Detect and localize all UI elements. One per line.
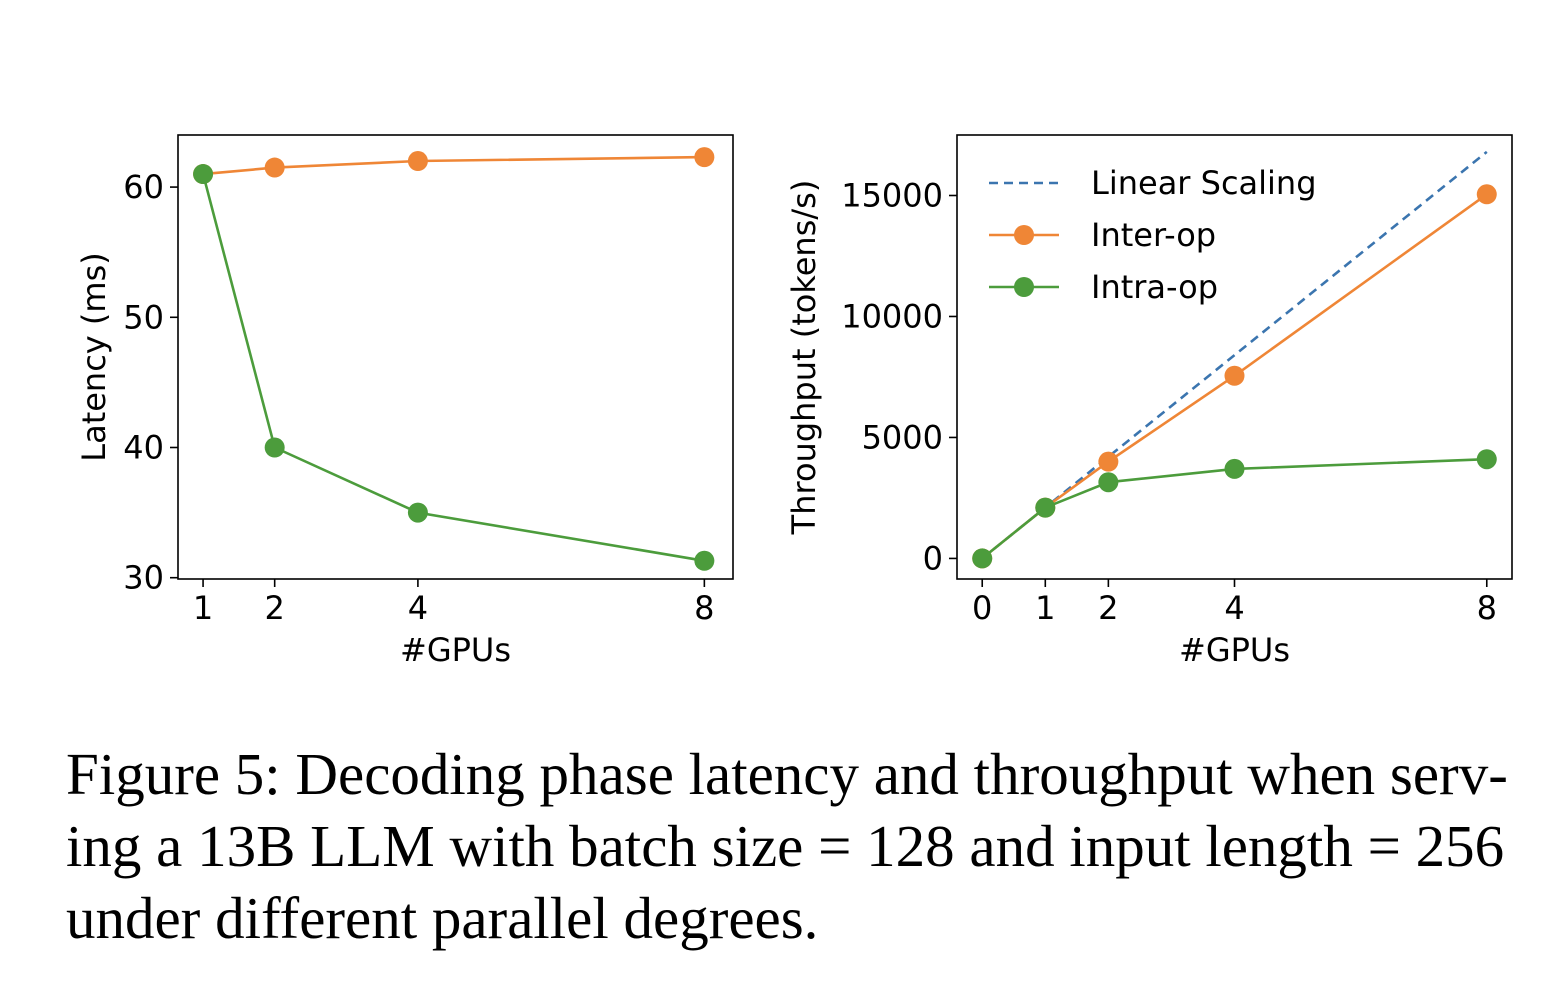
throughput-legend-intra-op-label: Intra-op [1091,268,1218,306]
throughput-x-tick-label: 1 [1035,589,1055,627]
latency-x-tick-label: 8 [694,589,714,627]
latency-x-tick-label: 2 [264,589,284,627]
latency-series-inter-op-line [202,155,705,176]
throughput-y-tick-label: 0 [923,539,943,577]
throughput-chart: 0 1 2 4 8 0 5000 10000 15000 #GPUs Throughput (tok… [785,134,1513,669]
latency-y-tick-label: 50 [123,298,164,336]
throughput-series-inter-op-point [1224,365,1245,386]
latency-y-tick-label: 60 [123,168,164,206]
throughput-x-tick-label: 2 [1098,589,1118,627]
throughput-series-inter-op-point [1476,184,1497,205]
latency-x-axis-label: #GPUs [400,631,511,669]
latency-series-inter-op-point [264,157,285,178]
throughput-y-tick-label: 5000 [862,418,943,456]
throughput-y-axis-label: Throughput (tokens/s) [785,180,823,536]
throughput-y-tick-label: 15000 [841,176,943,214]
latency-x-tick-label: 4 [408,589,428,627]
latency-chart: 1 2 4 8 30 40 50 60 #GPUs Latency (ms) [75,134,734,669]
throughput-legend-inter-op-label: Inter-op [1091,216,1216,254]
latency-axes-frame [177,134,734,580]
figure-caption: Figure 5: Decoding phase latency and thr… [66,738,1536,954]
latency-series-intra-op-point [264,437,285,458]
figure: 1 2 4 8 30 40 50 60 #GPUs Latency (ms) 0 1 2 4 8 0 5000… [75,134,1513,669]
throughput-legend-linear-scaling-label: Linear Scaling [1091,164,1317,202]
latency-series-intra-op-line [201,173,705,563]
throughput-series-intra-op-point [972,548,993,569]
throughput-series-intra-op-point [1098,472,1119,493]
throughput-series-intra-op-point [1035,497,1056,518]
throughput-legend-intra-op-marker [1014,277,1034,297]
latency-y-axis-label: Latency (ms) [75,252,113,461]
caption-line-1: Figure 5: Decoding phase latency and thr… [66,741,1508,807]
latency-y-tick-label: 30 [123,559,164,597]
throughput-series-linear-scaling-line [981,150,1488,560]
latency-series-inter-op-point [407,151,428,172]
throughput-series-intra-op-point [1476,449,1497,470]
throughput-x-axis-label: #GPUs [1179,631,1290,669]
latency-series-intra-op-point [407,502,428,523]
throughput-x-tick-label: 8 [1477,589,1497,627]
latency-series-inter-op-point [694,147,715,168]
throughput-series-intra-op-point [1224,458,1245,479]
latency-series-intra-op-point [193,164,214,185]
throughput-legend-inter-op-marker [1014,225,1034,245]
throughput-y-tick-label: 10000 [841,297,943,335]
throughput-x-tick-label: 0 [972,589,992,627]
latency-series-intra-op-point [694,550,715,571]
caption-line-3: under different parallel degrees. [66,885,819,951]
throughput-series-inter-op-point [1098,451,1119,472]
latency-x-tick-label: 1 [193,589,213,627]
latency-y-tick-label: 40 [123,428,164,466]
throughput-x-tick-label: 4 [1224,589,1244,627]
caption-line-2: ing a 13B LLM with batch size = 128 and … [66,813,1505,879]
